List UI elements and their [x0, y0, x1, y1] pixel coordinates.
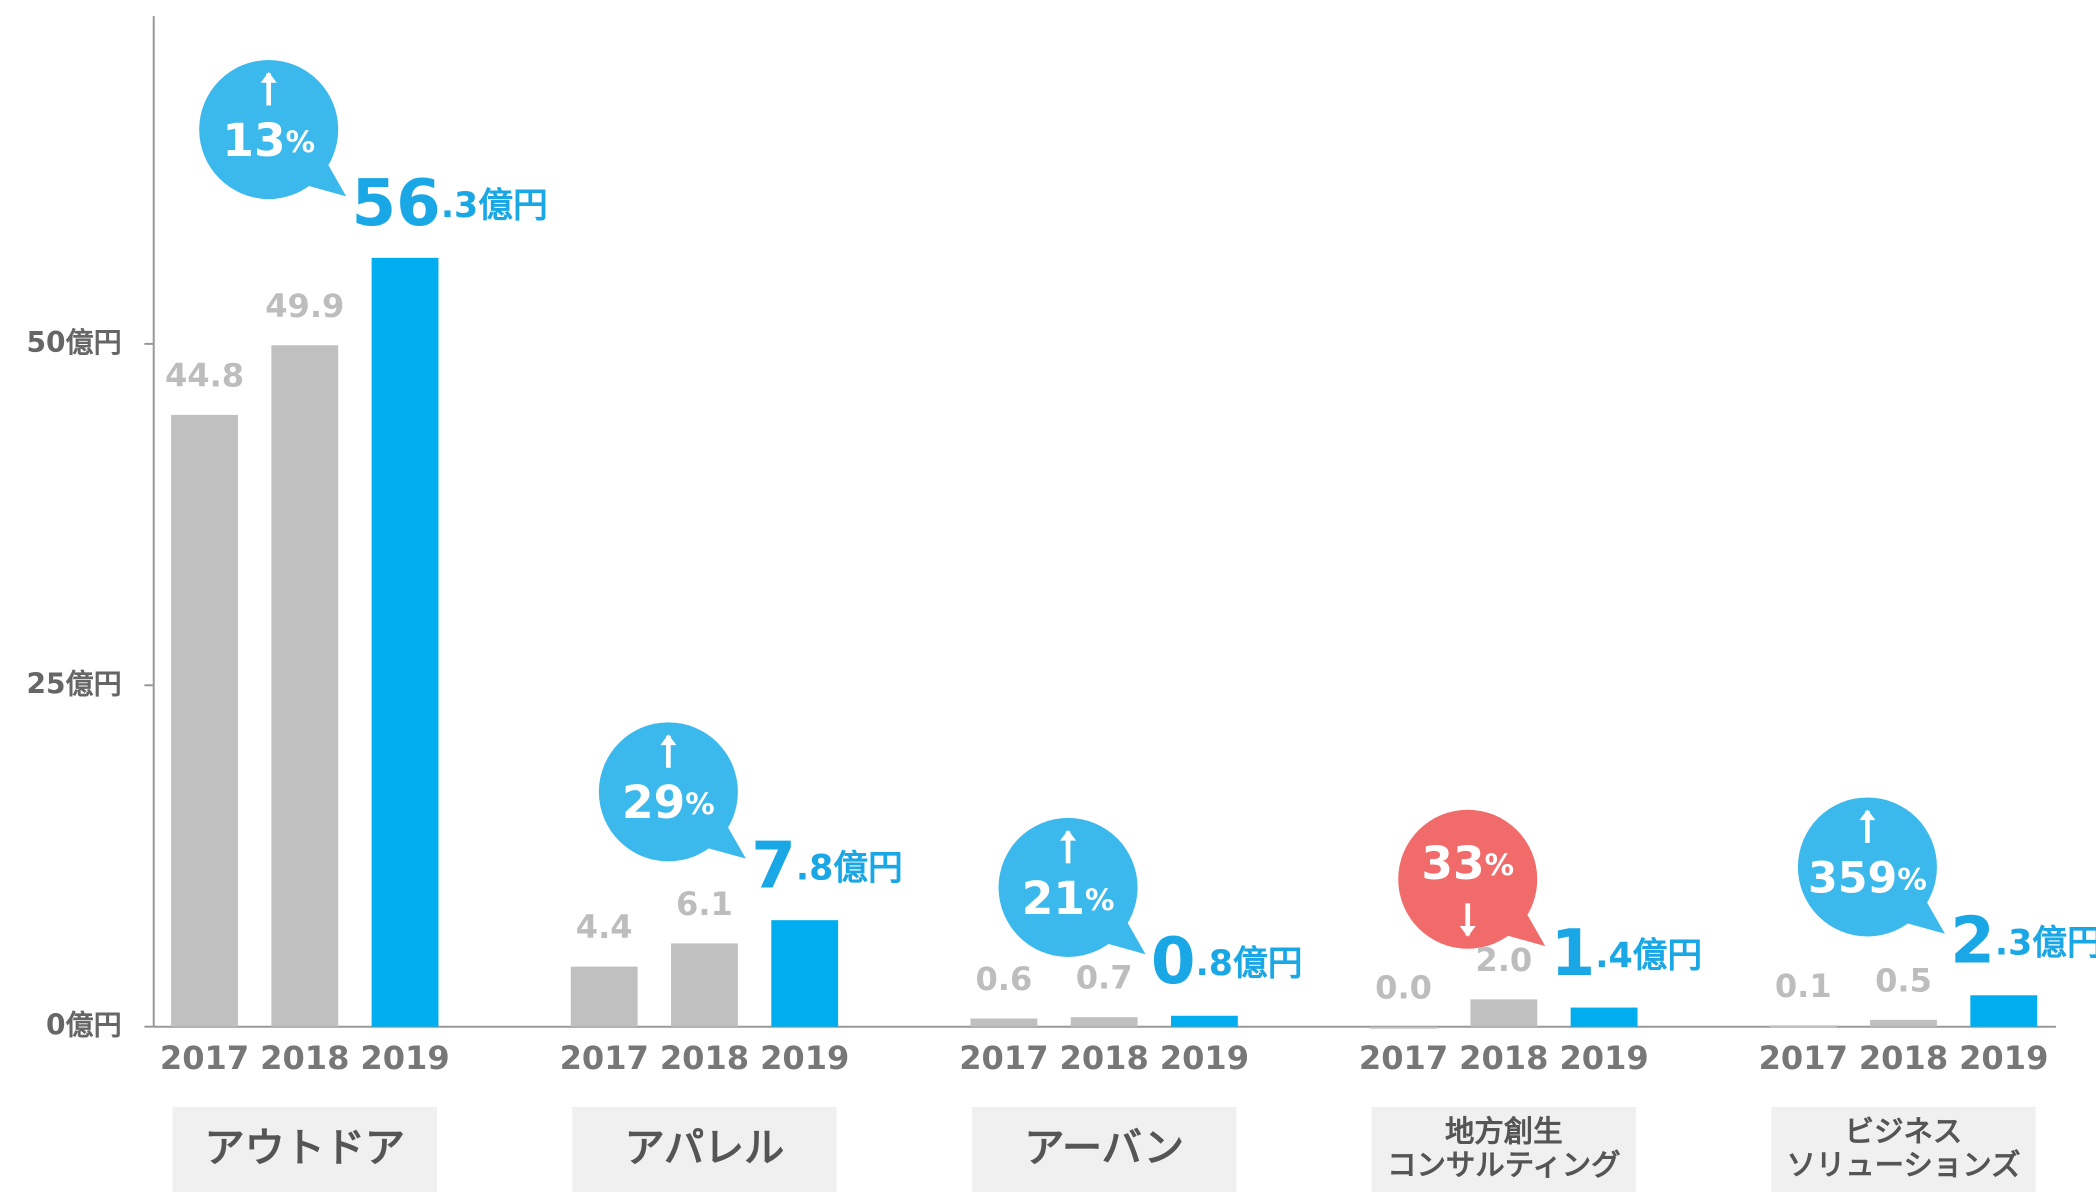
bar: [1570, 1007, 1638, 1027]
x-year-label: 2018: [1859, 1039, 1948, 1077]
bubble: [1797, 797, 1937, 937]
value-label: 0.6: [975, 960, 1032, 998]
arrow-head: [1060, 829, 1077, 841]
category-box: 地方創生 コンサルティング: [1371, 1106, 1637, 1192]
bar: [1870, 1019, 1937, 1027]
x-year-label: 2017: [160, 1039, 249, 1077]
x-year-label: 2019: [360, 1039, 449, 1077]
value-label: 0.0: [1375, 968, 1432, 1006]
category-label: ビジネス ソリューションズ: [1771, 1106, 2036, 1192]
bar: [1070, 1017, 1138, 1027]
x-year-label: 2018: [260, 1039, 349, 1077]
x-year-label: 2019: [1959, 1039, 2048, 1077]
bubble: [998, 817, 1138, 957]
x-year-label: 2019: [1160, 1039, 1249, 1077]
y-tick-label: 50億円: [26, 326, 121, 359]
bar: [171, 414, 238, 1027]
bubble-tail: [1497, 908, 1546, 947]
bubble: [598, 722, 738, 862]
bar: [371, 257, 439, 1027]
category-label: アーバン: [971, 1106, 1237, 1192]
x-year-label: 2018: [660, 1039, 749, 1077]
x-year-label: 2017: [1759, 1039, 1848, 1077]
value-label: 0.5: [1875, 961, 1932, 999]
bubble-tail: [697, 821, 746, 859]
value-label: 56.3億円: [352, 166, 548, 241]
value-label: 2.0: [1475, 941, 1532, 979]
bar: [771, 920, 839, 1027]
bar: [570, 966, 638, 1027]
y-tick-label: 0億円: [46, 1009, 122, 1042]
bubble-tail: [1097, 916, 1146, 955]
x-year-label: 2018: [1060, 1039, 1149, 1077]
category-box: ビジネス ソリューションズ: [1771, 1106, 2036, 1192]
value-label: 0.7: [1076, 959, 1133, 997]
category-box: アパレル: [572, 1106, 837, 1192]
value-label: 0.1: [1775, 967, 1832, 1005]
arrow-head: [660, 734, 677, 746]
x-year-label: 2018: [1459, 1039, 1548, 1077]
annotation-label: 29%: [622, 776, 715, 829]
bar: [1970, 995, 2038, 1027]
value-label: 7.8億円: [751, 828, 903, 903]
annotation-label: 33%: [1421, 836, 1514, 889]
y-tick-label: 25億円: [26, 667, 121, 700]
x-year-label: 2019: [1559, 1039, 1648, 1077]
annotation-label: 21%: [1022, 871, 1115, 924]
value-label: 1.4億円: [1551, 915, 1703, 990]
value-label: 44.8: [165, 356, 244, 394]
bar: [1769, 1025, 1837, 1028]
arrow-head: [1459, 926, 1476, 937]
category-box: アーバン: [971, 1106, 1237, 1192]
value-label: 0.8億円: [1151, 924, 1303, 999]
value-label: 2.3億円: [1950, 903, 2096, 978]
category-label: アパレル: [572, 1106, 837, 1192]
bar: [1370, 1026, 1437, 1029]
arrow-head: [260, 72, 277, 83]
category-label: 地方創生 コンサルティング: [1371, 1106, 1637, 1192]
bar: [1470, 999, 1538, 1027]
value-label: 6.1: [676, 885, 733, 923]
bubble-tail: [1896, 896, 1945, 934]
annotation-label: 359%: [1808, 853, 1927, 903]
x-year-label: 2017: [959, 1039, 1048, 1077]
value-label: 49.9: [265, 287, 344, 325]
bubble: [199, 60, 339, 200]
bar: [970, 1018, 1038, 1027]
category-label: アウトドア: [172, 1106, 438, 1192]
bar: [1170, 1015, 1238, 1027]
x-year-label: 2017: [560, 1039, 649, 1077]
bar: [671, 943, 738, 1027]
bubble: [1398, 809, 1538, 949]
x-year-label: 2017: [1359, 1039, 1448, 1077]
value-label: 4.4: [576, 908, 633, 946]
x-year-label: 2019: [760, 1039, 849, 1077]
category-box: アウトドア: [172, 1106, 438, 1192]
arrow-head: [1859, 809, 1876, 821]
annotation-label: 13%: [222, 113, 315, 166]
bubble-tail: [298, 158, 347, 197]
bar: [271, 345, 339, 1027]
